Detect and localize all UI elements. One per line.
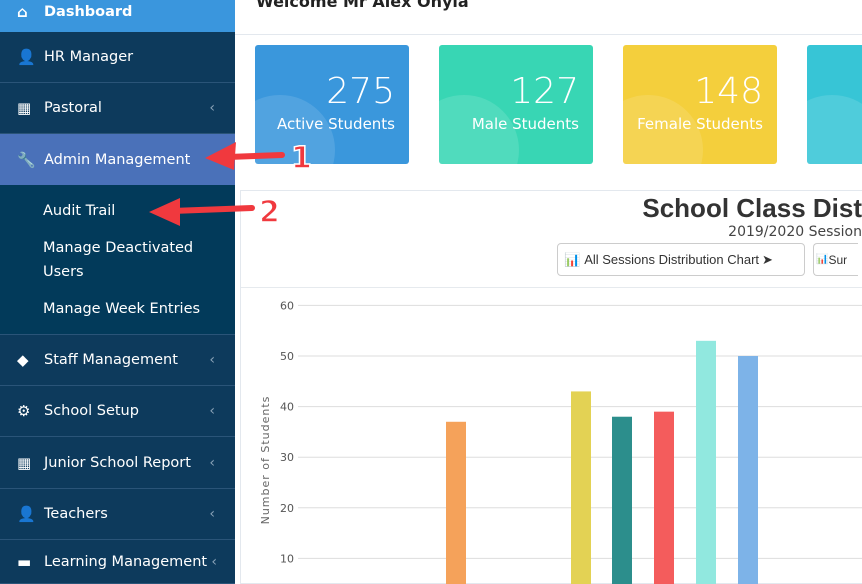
admin-submenu: Audit Trail Manage Deactivated Users Man… — [0, 185, 235, 335]
active-students-card[interactable]: 275 Active Students — [255, 45, 409, 164]
sidebar-item-admin-management[interactable]: 🔧 Admin Management — [0, 134, 235, 185]
sidebar: ⌂ Dashboard 👤 HR Manager ▦ Pastoral ‹ 🔧 Admin… — [0, 0, 235, 584]
sidebar-item-hr-manager[interactable]: 👤 HR Manager — [0, 32, 235, 83]
sidebar-item-pastoral[interactable]: ▦ Pastoral ‹ — [0, 83, 235, 134]
chart-title: School Class Dist — [642, 193, 862, 223]
male-students-card[interactable]: 127 Male Students — [439, 45, 593, 164]
table-icon: ▦ — [17, 99, 32, 117]
chevron-left-icon: ‹ — [209, 403, 215, 419]
chart-subtitle: 2019/2020 Session — [728, 224, 862, 240]
welcome-text: Welcome Mr Alex Onyla — [256, 0, 469, 11]
header: Welcome Mr Alex Onyla — [235, 0, 862, 35]
sidebar-item-teachers[interactable]: 👤 Teachers ‹ — [0, 489, 235, 540]
chart-panel: School Class Dist 2019/2020 Session 📊 All… — [240, 190, 862, 584]
home-icon: ⌂ — [17, 3, 28, 21]
summary-chart-button[interactable]: 📊 Sur — [813, 243, 858, 276]
chevron-left-icon: ‹ — [209, 352, 215, 368]
sidebar-item-junior-school-report[interactable]: ▦ Junior School Report ‹ — [0, 437, 235, 489]
female-students-card[interactable]: 148 Female Students — [623, 45, 777, 164]
submenu-manage-week-entries[interactable]: Manage Week Entries — [43, 301, 201, 317]
wrench-icon: 🔧 — [17, 150, 36, 169]
cursor-icon: ➤ — [762, 251, 773, 267]
stat-card[interactable] — [807, 45, 862, 164]
chevron-left-icon: ‹ — [209, 100, 215, 116]
chevron-left-icon: ‹ — [211, 553, 217, 570]
sidebar-item-dashboard[interactable]: ⌂ Dashboard — [0, 0, 235, 32]
gear-icon: ⚙ — [17, 402, 31, 420]
sidebar-item-school-setup[interactable]: ⚙ School Setup ‹ — [0, 386, 235, 437]
briefcase-icon: ▬ — [17, 552, 32, 571]
users-icon: 👤 — [17, 505, 36, 523]
sidebar-item-learning-management[interactable]: ▬ Learning Management ‹ — [0, 540, 235, 584]
table-icon: ▦ — [17, 453, 32, 472]
chevron-left-icon: ‹ — [209, 454, 215, 471]
users-icon: 👤 — [17, 48, 36, 66]
main-content: Welcome Mr Alex Onyla 275 Active Students… — [235, 0, 862, 584]
submenu-audit-trail[interactable]: Audit Trail — [43, 203, 116, 219]
bar-chart-icon: 📊 — [816, 254, 829, 265]
submenu-manage-deactivated-users[interactable]: Manage Deactivated Users — [43, 240, 194, 280]
bar-chart-icon: 📊 — [564, 251, 581, 267]
all-sessions-chart-button[interactable]: 📊 All Sessions Distribution Chart ➤ — [557, 243, 805, 276]
sidebar-item-staff-management[interactable]: ◆ Staff Management ‹ — [0, 335, 235, 386]
chevron-left-icon: ‹ — [209, 506, 215, 522]
diamond-icon: ◆ — [17, 351, 29, 369]
